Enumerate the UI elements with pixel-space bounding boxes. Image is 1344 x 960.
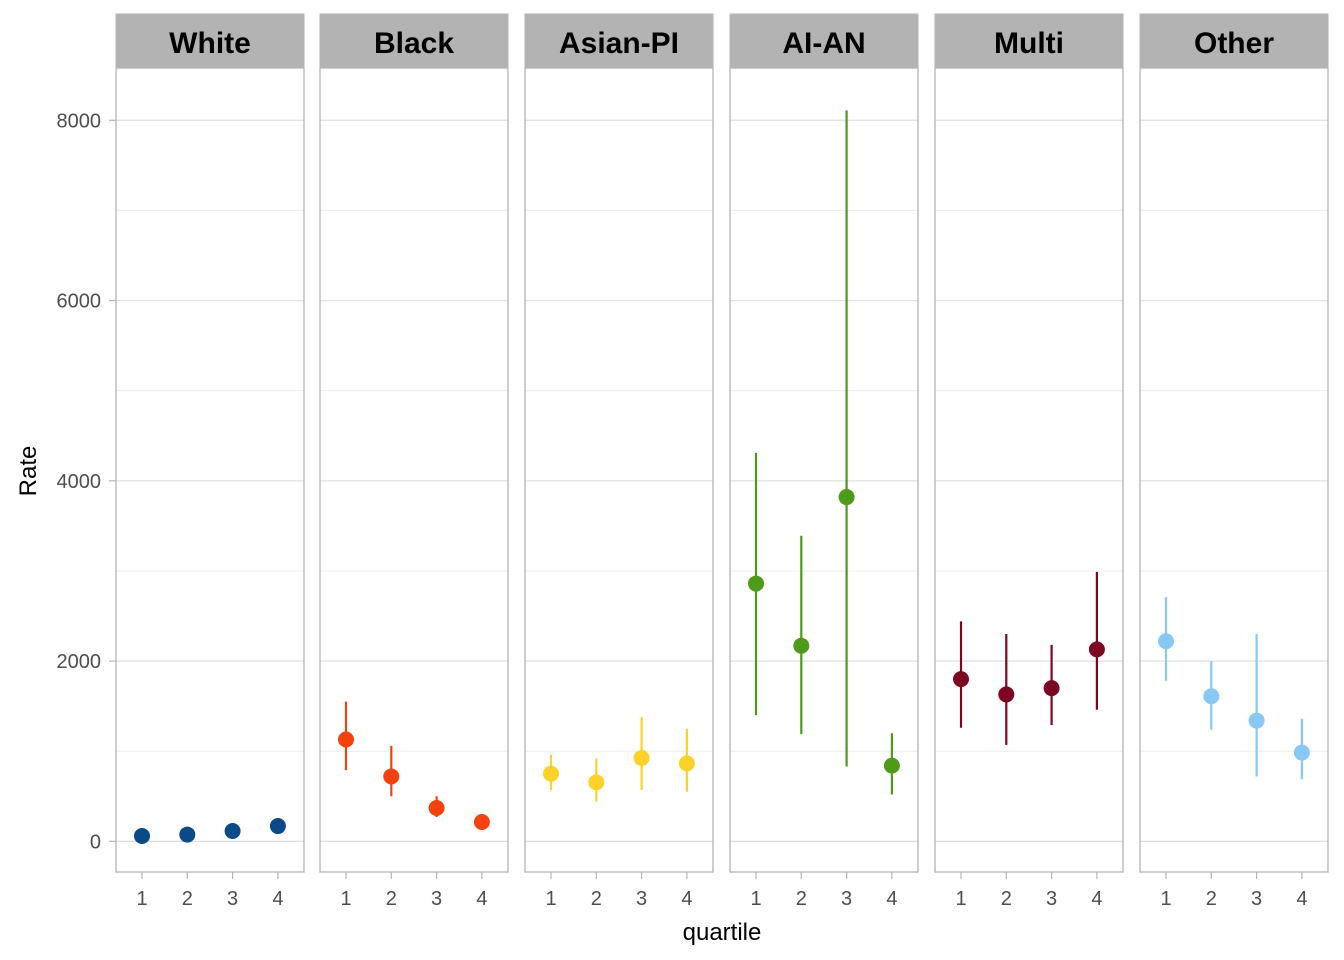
data-point: [383, 768, 400, 785]
data-point: [224, 822, 241, 839]
facet-strip-label: Black: [374, 27, 454, 60]
data-point: [179, 826, 196, 843]
x-tick-label: 2: [591, 888, 602, 910]
x-tick-label: 2: [182, 888, 193, 910]
x-tick-label: 1: [750, 888, 761, 910]
x-tick-label: 1: [340, 888, 351, 910]
x-tick-label: 4: [1091, 888, 1102, 910]
x-tick-label: 2: [386, 888, 397, 910]
y-tick-label: 0: [90, 831, 101, 853]
facet-panel-asian-pi: Asian-PI 1 2 3 4: [524, 13, 714, 910]
data-point: [473, 813, 490, 830]
facet-strip: [115, 13, 305, 69]
data-point: [1043, 680, 1060, 697]
facet-strip: [524, 13, 714, 69]
x-tick-label: 2: [1001, 888, 1012, 910]
facet-strip-label: Asian-PI: [559, 27, 679, 60]
x-tick-label: 3: [227, 888, 238, 910]
facet-strip-label: Other: [1194, 27, 1274, 60]
data-point: [793, 637, 810, 654]
facet-strip: [729, 13, 919, 69]
data-point: [338, 731, 354, 748]
data-point: [953, 671, 969, 688]
x-tick-label: 1: [136, 888, 147, 910]
data-point: [1088, 641, 1105, 658]
facet-panel-other: Other 1 2 3 4: [1139, 13, 1329, 910]
y-tick-label: 8000: [57, 110, 102, 132]
x-tick-label: 3: [636, 888, 647, 910]
y-tick-label: 4000: [57, 471, 102, 493]
data-point: [543, 765, 559, 782]
data-point: [998, 686, 1015, 703]
facet-panel-ai-an: AI-AN 1 2 3 4: [729, 13, 919, 910]
y-tick-label: 6000: [57, 291, 102, 313]
x-tick-label: 1: [545, 888, 556, 910]
x-tick-label: 2: [1206, 888, 1217, 910]
data-point: [269, 818, 286, 835]
x-tick-label: 4: [476, 888, 487, 910]
data-point: [588, 774, 605, 791]
facet-strip: [934, 13, 1124, 69]
facet-strip-label: Multi: [994, 27, 1064, 60]
data-point: [1203, 688, 1220, 705]
x-axis-title: quartile: [683, 919, 762, 946]
data-point: [1158, 633, 1174, 650]
data-point: [838, 489, 855, 506]
y-tick-label: 2000: [57, 651, 102, 673]
data-point: [1293, 744, 1310, 761]
facet-panel-black: Black 1 2 3 4: [319, 13, 509, 910]
data-point: [883, 757, 900, 774]
x-tick-label: 2: [796, 888, 807, 910]
x-tick-label: 4: [681, 888, 692, 910]
x-tick-label: 3: [1046, 888, 1057, 910]
x-tick-label: 4: [272, 888, 283, 910]
x-tick-label: 3: [841, 888, 852, 910]
data-point: [1248, 712, 1265, 729]
facet-strip: [1139, 13, 1329, 69]
x-tick-label: 3: [431, 888, 442, 910]
data-point: [678, 755, 695, 772]
facet-strip-label: AI-AN: [782, 27, 865, 60]
y-axis: 0 2000 4000 6000 8000: [57, 110, 116, 853]
facet-panel-multi: Multi 1 2 3 4: [934, 13, 1124, 910]
data-point: [633, 749, 650, 766]
facet-strip-label: White: [169, 27, 251, 60]
data-point: [748, 575, 764, 592]
y-axis-title: Rate: [15, 446, 42, 497]
x-tick-label: 4: [886, 888, 897, 910]
facet-panel-white: White 1 2 3 4: [115, 13, 305, 910]
facet-strip: [319, 13, 509, 69]
data-point: [134, 827, 150, 844]
data-point: [428, 800, 445, 817]
x-tick-label: 3: [1251, 888, 1262, 910]
x-tick-label: 4: [1296, 888, 1307, 910]
x-tick-label: 1: [955, 888, 966, 910]
x-tick-label: 1: [1160, 888, 1171, 910]
